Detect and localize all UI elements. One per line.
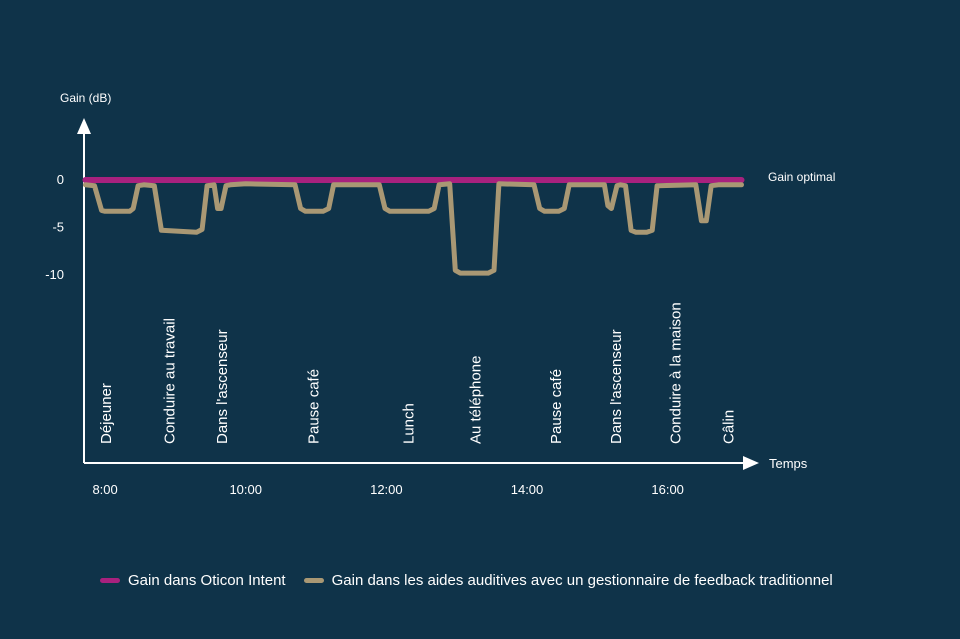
activity-label: Pause café [548, 369, 565, 444]
activity-label: Dans l'ascenseur [214, 329, 231, 444]
series-lines [82, 177, 745, 276]
x-tick-label: 8:00 [92, 482, 117, 497]
x-tick-label: 14:00 [511, 482, 544, 497]
activity-label: Conduire au travail [161, 318, 178, 444]
reference-label: Gain optimal [768, 170, 835, 184]
legend-swatch-intent [100, 578, 120, 583]
axes [77, 118, 759, 470]
x-axis-arrow [743, 456, 759, 470]
y-tick-label: -5 [52, 220, 64, 235]
activity-label: Lunch [400, 403, 417, 444]
x-tick-label: 12:00 [370, 482, 403, 497]
activity-label: Conduire à la maison [668, 302, 685, 444]
x-axis-label: Temps [769, 456, 808, 471]
y-tick-label: -10 [45, 267, 64, 282]
activity-label: Dans l'ascenseur [608, 329, 625, 444]
activity-label: Câlin [720, 410, 737, 444]
activity-label: Au téléphone [467, 356, 484, 444]
activity-label: Déjeuner [98, 383, 115, 444]
y-axis-label: Gain (dB) [60, 91, 111, 105]
x-tick-label: 16:00 [651, 482, 684, 497]
x-tick-label: 10:00 [229, 482, 262, 497]
legend-swatch-traditional [303, 578, 324, 583]
axis-texts: Gain (dB) Temps 0 -5 -10 8:00 10:00 12:00 14:00 1… [45, 91, 835, 497]
legend-label-intent: Gain dans Oticon Intent [128, 572, 286, 589]
legend-item-intent: Gain dans Oticon Intent [100, 572, 286, 589]
y-tick-label: 0 [57, 172, 64, 187]
series-line-traditional [82, 181, 744, 276]
legend-label-traditional: Gain dans les aides auditives avec un ge… [331, 572, 833, 589]
y-axis-arrow [77, 118, 91, 134]
legend-item-traditional: Gain dans les aides auditives avec un ge… [303, 572, 833, 589]
activity-label: Pause café [306, 369, 323, 444]
legend: Gain dans Oticon Intent Gain dans les ai… [100, 572, 833, 589]
activity-labels: Déjeuner Conduire au travail Dans l'ascens… [98, 302, 737, 444]
